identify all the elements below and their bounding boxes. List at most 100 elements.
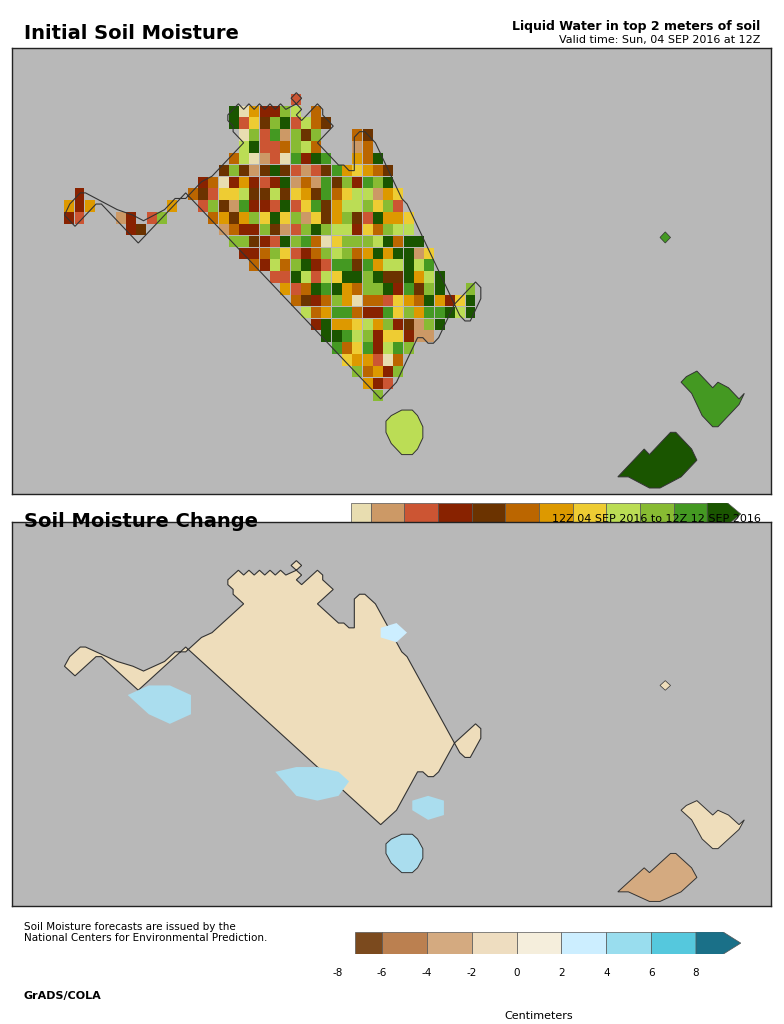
Bar — [239, 188, 249, 200]
Text: Liquid Water in top 2 meters of soil: Liquid Water in top 2 meters of soil — [512, 20, 760, 34]
Bar — [301, 176, 310, 188]
Bar — [281, 176, 290, 188]
Bar — [424, 283, 434, 295]
Bar — [157, 212, 167, 223]
Bar — [342, 331, 352, 342]
Bar — [229, 105, 239, 117]
Bar — [332, 271, 342, 283]
Bar — [311, 259, 321, 270]
Bar — [342, 283, 352, 295]
Bar — [260, 118, 270, 129]
Bar — [394, 295, 404, 306]
Bar — [383, 176, 393, 188]
Bar — [270, 248, 280, 259]
Text: Initial Soil Moisture: Initial Soil Moisture — [24, 24, 238, 43]
Bar — [363, 165, 372, 176]
Bar — [373, 188, 383, 200]
Bar — [249, 165, 260, 176]
Text: -4: -4 — [422, 968, 432, 978]
Polygon shape — [517, 932, 561, 954]
Polygon shape — [472, 503, 506, 525]
Bar — [311, 188, 321, 200]
Bar — [394, 271, 404, 283]
Bar — [281, 105, 290, 117]
Bar — [311, 153, 321, 165]
Bar — [373, 248, 383, 259]
Bar — [434, 307, 445, 318]
Bar — [239, 153, 249, 165]
Bar — [434, 271, 445, 283]
Bar — [394, 283, 404, 295]
Bar — [74, 201, 85, 212]
Bar — [383, 236, 393, 247]
Text: 25: 25 — [365, 539, 377, 549]
Bar — [332, 307, 342, 318]
Bar — [270, 236, 280, 247]
Bar — [342, 259, 352, 270]
Bar — [332, 283, 342, 295]
Bar — [291, 94, 300, 105]
Bar — [394, 307, 404, 318]
Bar — [363, 141, 372, 153]
Polygon shape — [412, 796, 444, 820]
Bar — [281, 224, 290, 236]
Bar — [342, 307, 352, 318]
Text: -8: -8 — [332, 968, 343, 978]
Bar — [311, 224, 321, 236]
Bar — [270, 153, 280, 165]
Bar — [281, 141, 290, 153]
Bar — [281, 118, 290, 129]
Bar — [383, 201, 393, 212]
Bar — [270, 141, 280, 153]
Bar — [239, 224, 249, 236]
Bar — [373, 259, 383, 270]
Polygon shape — [355, 932, 382, 954]
Bar — [373, 283, 383, 295]
Bar — [352, 141, 362, 153]
Polygon shape — [386, 835, 423, 872]
Bar — [363, 212, 372, 223]
Bar — [239, 201, 249, 212]
Text: 70: 70 — [667, 539, 680, 549]
Bar — [342, 176, 352, 188]
Bar — [394, 331, 404, 342]
Bar — [291, 153, 300, 165]
Text: 75: 75 — [701, 539, 713, 549]
Bar — [311, 212, 321, 223]
Bar — [373, 201, 383, 212]
Bar — [219, 201, 228, 212]
Bar — [424, 259, 434, 270]
Bar — [404, 236, 414, 247]
Bar — [466, 283, 475, 295]
Polygon shape — [660, 231, 670, 243]
Bar — [424, 318, 434, 330]
Text: 50: 50 — [532, 539, 546, 549]
Bar — [456, 307, 465, 318]
Bar — [352, 366, 362, 377]
Bar — [260, 141, 270, 153]
Bar — [373, 295, 383, 306]
Polygon shape — [606, 932, 651, 954]
Bar — [187, 188, 198, 200]
Polygon shape — [371, 503, 405, 525]
Bar — [219, 224, 228, 236]
Bar — [321, 153, 332, 165]
Bar — [332, 201, 342, 212]
Bar — [404, 271, 414, 283]
Bar — [363, 283, 372, 295]
Polygon shape — [673, 503, 707, 525]
Bar — [424, 307, 434, 318]
Bar — [64, 201, 74, 212]
Text: 65: 65 — [633, 539, 647, 549]
Bar — [281, 165, 290, 176]
Bar — [352, 236, 362, 247]
Bar — [311, 236, 321, 247]
Bar — [352, 283, 362, 295]
Bar — [363, 295, 372, 306]
Bar — [352, 307, 362, 318]
Bar — [311, 201, 321, 212]
Polygon shape — [696, 932, 741, 954]
Bar — [321, 318, 332, 330]
Bar — [332, 295, 342, 306]
Bar — [219, 212, 228, 223]
